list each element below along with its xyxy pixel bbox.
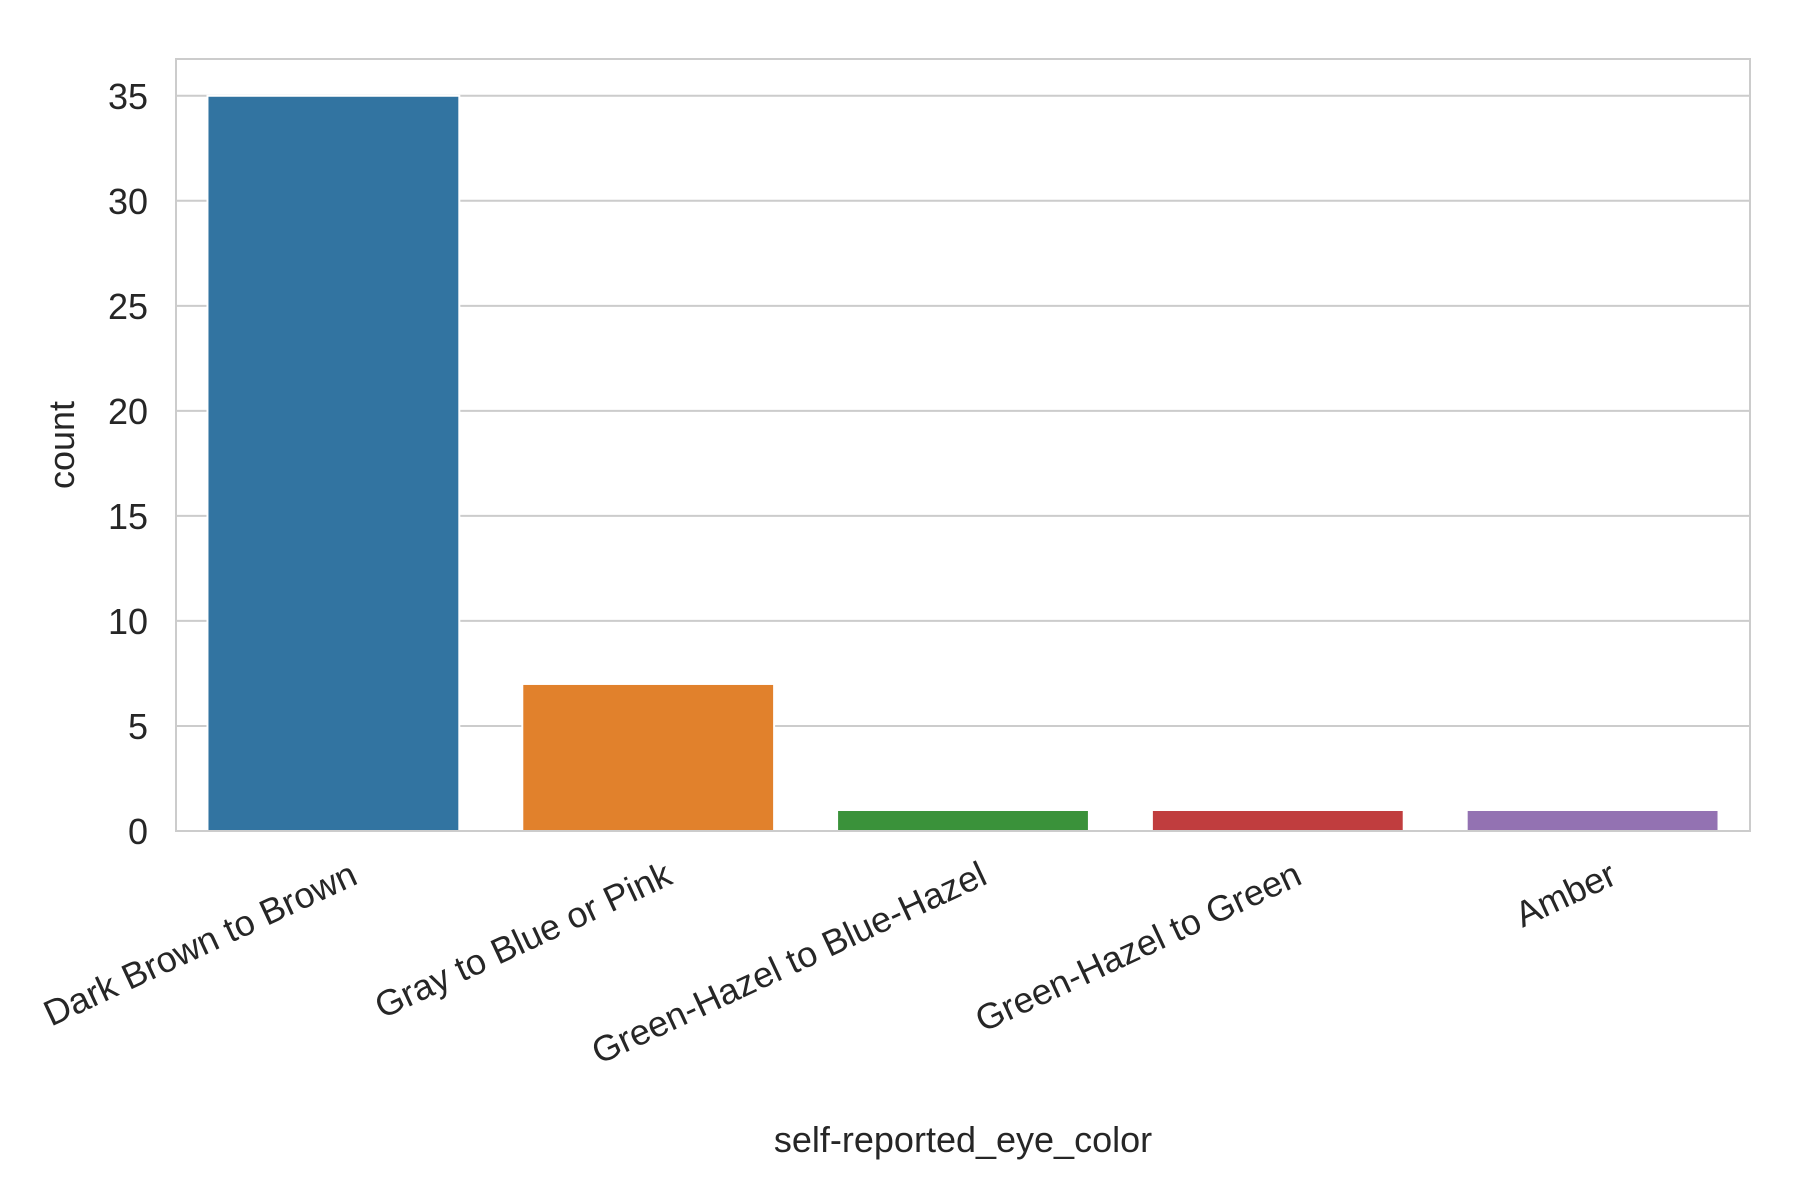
y-tick-labels: 0 5 10 15 20 25 30 35: [108, 76, 148, 852]
x-axis-title: self-reported_eye_color: [774, 1119, 1152, 1160]
y-tick-label: 0: [128, 811, 148, 852]
y-tick-label: 15: [108, 496, 148, 537]
y-tick-label: 35: [108, 76, 148, 117]
bar-amber: [1465, 808, 1720, 833]
y-tick-label: 30: [108, 181, 148, 222]
y-tick-label: 10: [108, 601, 148, 642]
y-tick-label: 25: [108, 286, 148, 327]
bar-green-hazel-to-green: [1150, 808, 1405, 833]
bar-gray-to-blue-or-pink: [521, 682, 776, 833]
y-tick-label: 20: [108, 391, 148, 432]
bars: [206, 94, 1720, 833]
plot-frame: [175, 58, 1751, 832]
bar-green-hazel-to-blue-hazel: [836, 808, 1090, 833]
y-tick-label: 5: [128, 706, 148, 747]
bar-dark-brown-to-brown: [206, 94, 461, 832]
y-axis-title: count: [41, 401, 82, 489]
